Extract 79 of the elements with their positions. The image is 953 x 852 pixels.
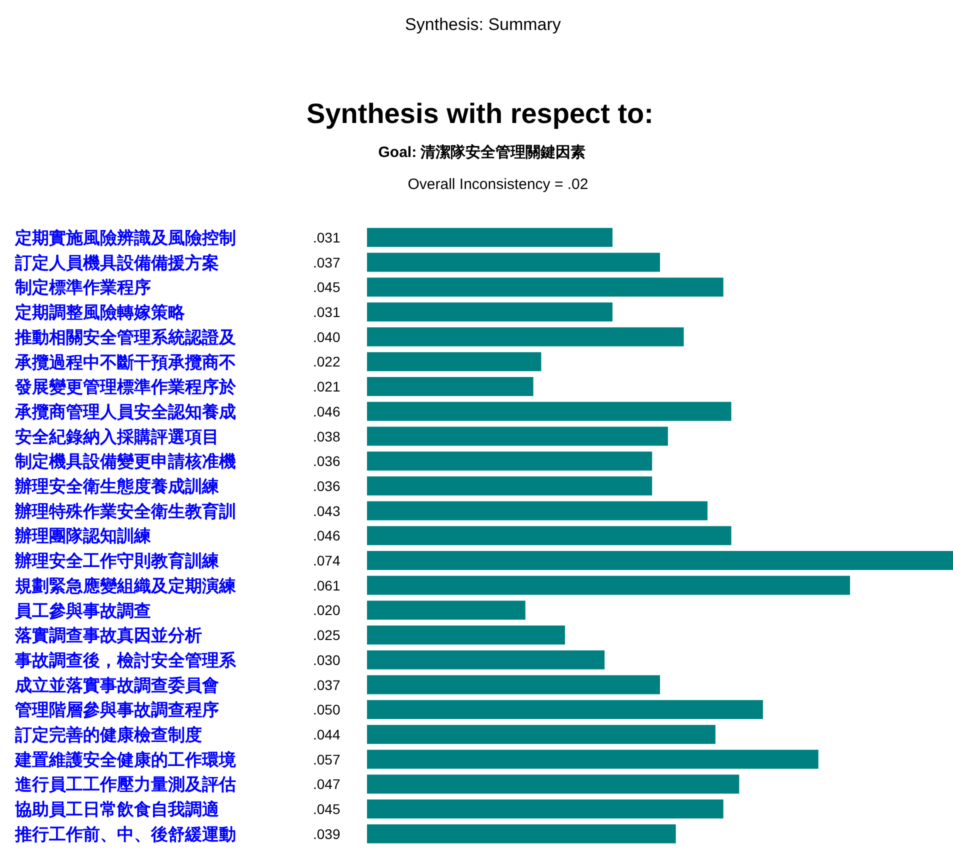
data-label: .046: [313, 528, 340, 544]
bar: [367, 228, 612, 247]
bar: [367, 774, 740, 794]
data-label: .039: [313, 826, 340, 842]
data-label: .037: [313, 676, 340, 693]
data-label: .074: [313, 552, 340, 569]
data-label: .061: [313, 577, 340, 594]
bar: [367, 377, 534, 396]
chart-title: Synthesis: Summary: [405, 15, 562, 34]
bar: [367, 426, 668, 446]
y-tick-label: 訂定完善的健康檢查制度: [14, 724, 202, 746]
y-tick-label: 辦理安全工作守則教育訓練: [14, 550, 220, 572]
bar: [367, 278, 724, 297]
bar: [367, 650, 605, 670]
bar: [367, 526, 732, 546]
bar: [367, 402, 732, 421]
y-tick-label: 成立並落實事故調查委員會: [14, 676, 219, 696]
y-tick-label: 推行工作前、中、後舒緩運動: [14, 824, 236, 845]
data-label: .043: [313, 502, 340, 519]
bar: [367, 501, 708, 520]
y-tick-label: 落實調查事故真因並分析: [14, 626, 202, 646]
bar: [367, 576, 850, 595]
bar: [367, 750, 818, 769]
y-tick-label: 員工參與事故調查: [14, 601, 151, 622]
bar: [367, 824, 676, 844]
y-tick-label: 辦理安全衛生態度養成訓練: [14, 477, 220, 498]
bar: [367, 302, 612, 322]
y-tick-label: 規劃緊急應變組織及定期演練: [14, 576, 237, 596]
text: Overall Inconsistency = .02: [408, 176, 588, 193]
y-tick-label: 協助員工日常飲食自我調適: [14, 800, 219, 820]
bar: [367, 352, 542, 372]
chart-subtitle: Synthesis with respect to:: [306, 98, 654, 129]
y-tick-label: 辦理團隊認知訓練: [14, 526, 152, 547]
bar: [367, 675, 660, 694]
bar: [367, 700, 763, 720]
data-label: .020: [313, 602, 340, 618]
y-tick-label: 制定機具設備變更申請核准機: [14, 452, 236, 472]
data-label: .045: [313, 279, 340, 296]
data-label: .021: [313, 378, 340, 395]
text: Goal: 清潔隊安全管理關鍵因素: [378, 143, 586, 161]
bar: [367, 252, 660, 272]
data-label: .050: [313, 702, 340, 718]
bar: [367, 724, 716, 744]
data-label: .036: [313, 453, 340, 470]
bar: [367, 799, 724, 818]
bar: [367, 476, 652, 496]
bar: [367, 550, 953, 570]
y-tick-label: 推動相關安全管理系統認證及: [14, 328, 237, 348]
data-label: .046: [313, 403, 340, 420]
data-label: .038: [313, 428, 340, 444]
data-label: .044: [313, 726, 340, 742]
data-label: .045: [313, 801, 340, 818]
bar: [367, 327, 684, 346]
data-label: .025: [313, 627, 340, 644]
data-label: .031: [313, 304, 340, 320]
y-tick-label: 承攬過程中不斷干預承攬商不: [14, 352, 236, 373]
y-tick-label: 發展變更管理標準作業程序於: [14, 378, 237, 398]
data-label: .036: [313, 478, 340, 494]
y-tick-label: 事故調查後，檢討安全管理系: [14, 650, 237, 671]
y-tick-label: 定期實施風險辨識及風險控制: [14, 228, 236, 249]
data-label: .057: [313, 751, 340, 768]
y-tick-label: 安全紀錄納入採購評選項目: [15, 427, 219, 448]
data-label: .031: [313, 229, 340, 246]
y-tick-label: 辦理特殊作業安全衛生教育訓: [14, 500, 236, 522]
y-tick-label: 管理階層參與事故調查程序: [14, 700, 219, 721]
y-tick-label: 建置維護安全健康的工作環境: [13, 750, 236, 770]
bar: [367, 452, 652, 471]
y-tick-label: 進行員工工作壓力量測及評估: [15, 775, 236, 796]
data-label: .037: [313, 254, 340, 270]
y-tick-label: 訂定人員機具設備備援方案: [14, 252, 219, 274]
data-label: .047: [313, 776, 340, 792]
data-label: .040: [313, 328, 340, 345]
data-label: .030: [313, 652, 340, 668]
bar: [367, 600, 526, 620]
y-tick-label: 制定標準作業程序: [14, 278, 151, 298]
y-tick-label: 定期調整風險轉嫁策略: [14, 303, 186, 324]
y-tick-label: 承攬商管理人員安全認知養成: [14, 402, 236, 422]
bar: [367, 626, 565, 645]
data-label: .022: [313, 354, 340, 370]
